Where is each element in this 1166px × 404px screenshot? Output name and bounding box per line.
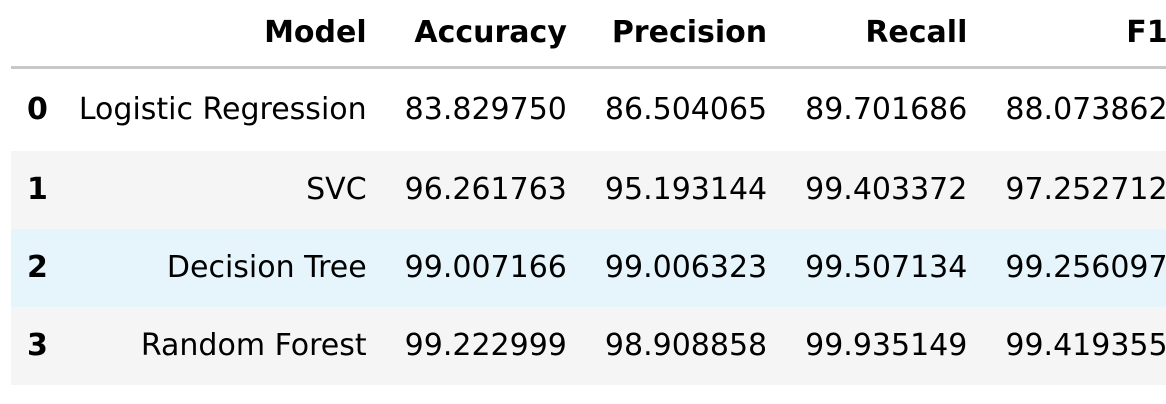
cell-precision: 86.504065 (604, 92, 768, 127)
cell-model: Random Forest (140, 328, 367, 363)
cell-accuracy: 96.261763 (404, 172, 567, 207)
cell-model: Logistic Regression (78, 92, 367, 127)
table-header: Model Accuracy Precision Recall F1 (11, 0, 1166, 69)
column-header-model: Model (59, 0, 386, 69)
row-index: 2 (27, 250, 48, 285)
cell-f1: 99.419355 (1005, 328, 1166, 363)
table-row: 3 Random Forest 99.222999 98.908858 99.9… (11, 307, 1166, 385)
cell-accuracy: 99.222999 (404, 328, 567, 363)
header-row: Model Accuracy Precision Recall F1 (11, 0, 1166, 69)
cell-f1: 97.252712 (1005, 172, 1166, 207)
cell-accuracy: 99.007166 (404, 250, 567, 285)
cell-recall: 99.403372 (805, 172, 968, 207)
cell-f1: 88.073862 (1005, 92, 1166, 127)
cell-precision: 95.193144 (604, 172, 768, 207)
dataframe-output: Model Accuracy Precision Recall F1 0 Log… (11, 0, 1166, 385)
cell-recall: 89.701686 (805, 92, 968, 127)
cell-model: SVC (306, 172, 367, 207)
column-header-recall: Recall (786, 0, 987, 69)
index-header (11, 0, 60, 69)
table-row: 0 Logistic Regression 83.829750 86.50406… (11, 67, 1166, 151)
results-table: Model Accuracy Precision Recall F1 0 Log… (11, 0, 1166, 385)
cell-model: Decision Tree (166, 250, 367, 285)
table-body: 0 Logistic Regression 83.829750 86.50406… (11, 67, 1166, 385)
cell-recall: 99.935149 (805, 328, 968, 363)
cell-recall: 99.507134 (805, 250, 968, 285)
table-row: 1 SVC 96.261763 95.193144 99.403372 97.2… (11, 151, 1166, 229)
row-index: 0 (27, 92, 48, 127)
cell-precision: 98.908858 (604, 328, 768, 363)
cell-accuracy: 83.829750 (404, 92, 567, 127)
cell-f1: 99.256097 (1005, 250, 1166, 285)
row-index: 3 (27, 328, 48, 363)
column-header-f1: F1 (986, 0, 1166, 69)
row-index: 1 (27, 172, 48, 207)
column-header-precision: Precision (585, 0, 787, 69)
table-row-highlighted[interactable]: 2 Decision Tree 99.007166 99.006323 99.5… (11, 229, 1166, 307)
column-header-accuracy: Accuracy (385, 0, 586, 69)
cell-precision: 99.006323 (604, 250, 768, 285)
